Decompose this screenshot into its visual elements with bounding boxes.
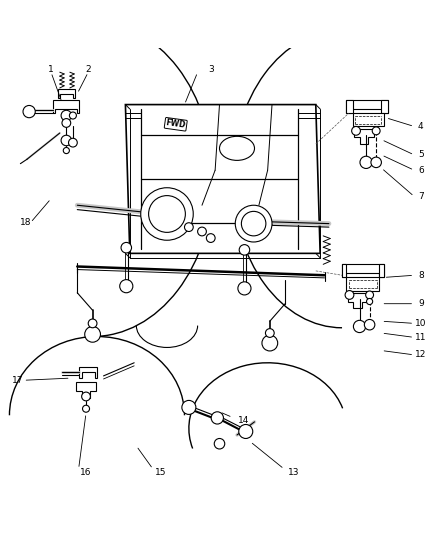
Circle shape [61, 135, 71, 146]
Circle shape [62, 118, 71, 127]
Circle shape [265, 329, 274, 337]
Circle shape [238, 424, 252, 439]
Circle shape [63, 148, 69, 154]
Circle shape [261, 335, 277, 351]
Text: FWD: FWD [165, 118, 186, 130]
Polygon shape [353, 128, 373, 144]
Circle shape [141, 188, 193, 240]
Circle shape [181, 400, 195, 415]
Circle shape [148, 196, 185, 232]
Circle shape [371, 127, 379, 135]
Circle shape [184, 223, 193, 231]
Circle shape [197, 227, 206, 236]
Polygon shape [346, 100, 352, 114]
Text: 16: 16 [80, 467, 92, 477]
Text: 6: 6 [417, 166, 423, 175]
Circle shape [241, 212, 265, 236]
Circle shape [366, 298, 372, 304]
Text: 14: 14 [237, 416, 249, 425]
Polygon shape [79, 367, 97, 378]
Text: 13: 13 [287, 467, 299, 477]
Text: 12: 12 [414, 350, 426, 359]
Circle shape [239, 245, 249, 255]
Circle shape [120, 280, 133, 293]
Text: 17: 17 [12, 376, 24, 385]
Circle shape [359, 156, 371, 168]
Polygon shape [352, 114, 383, 126]
Circle shape [370, 157, 381, 167]
Circle shape [353, 320, 365, 333]
Polygon shape [57, 89, 75, 98]
Polygon shape [125, 104, 319, 253]
Circle shape [81, 392, 90, 401]
Circle shape [364, 319, 374, 330]
Circle shape [69, 112, 76, 119]
Circle shape [88, 319, 97, 328]
Text: 7: 7 [417, 192, 423, 201]
Polygon shape [381, 100, 387, 114]
Text: 5: 5 [417, 150, 423, 159]
Circle shape [206, 233, 215, 243]
Text: 9: 9 [417, 299, 423, 308]
Circle shape [237, 282, 251, 295]
Circle shape [214, 439, 224, 449]
Circle shape [82, 405, 89, 412]
Polygon shape [341, 264, 383, 278]
Circle shape [23, 106, 35, 118]
Text: 11: 11 [414, 333, 426, 342]
Circle shape [365, 291, 373, 299]
Text: 18: 18 [20, 218, 32, 227]
Polygon shape [346, 100, 387, 114]
Circle shape [85, 326, 100, 342]
Text: 2: 2 [85, 65, 91, 74]
Text: 3: 3 [208, 65, 213, 74]
Circle shape [344, 290, 353, 300]
Text: 1: 1 [48, 65, 54, 74]
Polygon shape [341, 264, 346, 278]
Circle shape [121, 243, 131, 253]
Circle shape [351, 126, 360, 135]
Circle shape [68, 138, 77, 147]
Text: 10: 10 [414, 319, 426, 328]
Polygon shape [53, 100, 79, 114]
Circle shape [235, 205, 272, 242]
Polygon shape [347, 293, 366, 308]
Polygon shape [378, 264, 383, 278]
Polygon shape [76, 383, 95, 398]
Text: 8: 8 [417, 271, 423, 280]
Circle shape [61, 110, 71, 121]
Text: 15: 15 [154, 467, 166, 477]
Text: 4: 4 [417, 122, 423, 131]
Polygon shape [346, 278, 378, 290]
Circle shape [211, 412, 223, 424]
